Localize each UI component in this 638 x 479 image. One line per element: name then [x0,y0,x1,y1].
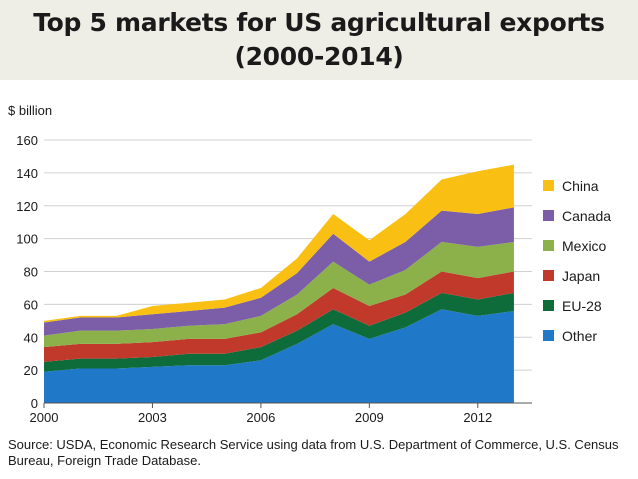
legend-label-other: Other [562,328,597,344]
x-tick-label: 2000 [30,410,59,425]
y-tick-label: 20 [24,363,38,378]
y-tick-label: 100 [16,232,38,247]
chart-title: Top 5 markets for US agricultural export… [33,8,605,37]
x-tick-label: 2012 [463,410,492,425]
legend-swatch-canada [543,210,554,221]
x-tick-label: 2009 [355,410,384,425]
source-note: Source: USDA, Economic Research Service … [8,437,619,468]
area-china [44,164,514,323]
area-mexico [44,241,514,348]
legend-swatch-eu-28 [543,300,554,311]
area-canada [44,207,514,336]
x-tick-label: 2003 [138,410,167,425]
area-japan [44,271,514,362]
area-other [44,309,514,403]
y-tick-label: 40 [24,330,38,345]
legend-swatch-mexico [543,240,554,251]
legend-label-eu-28: EU-28 [562,298,602,314]
area-eu-28 [44,292,514,372]
y-tick-label: 60 [24,297,38,312]
title-band [0,0,638,80]
legend-label-china: China [562,178,599,194]
y-tick-label: 160 [16,133,38,148]
y-tick-label: 80 [24,265,38,280]
stacked-area-chart: 0 20 40 60 80 100 120 140 160 2000 2003 2006 2009 201… [16,133,611,425]
legend-label-japan: Japan [562,268,600,284]
legend-swatch-japan [543,270,554,281]
y-axis-label: $ billion [8,103,53,118]
y-tick-label: 140 [16,166,38,181]
y-tick-label: 120 [16,199,38,214]
chart-subtitle: (2000-2014) [234,42,404,71]
legend-swatch-china [543,180,554,191]
y-tick-label: 0 [31,396,38,411]
x-tick-label: 2006 [246,410,275,425]
legend-label-canada: Canada [562,208,611,224]
legend-swatch-other [543,330,554,341]
legend-label-mexico: Mexico [562,238,607,254]
